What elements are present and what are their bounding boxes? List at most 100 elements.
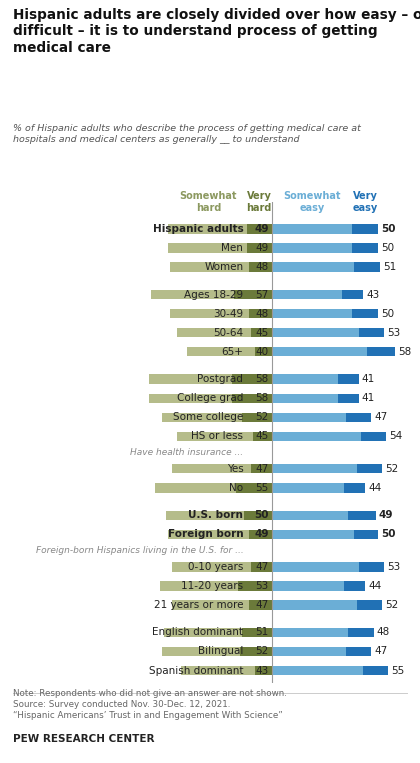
Bar <box>168 224 247 233</box>
Bar <box>253 432 272 441</box>
Text: No: No <box>229 483 243 493</box>
Text: Yes: Yes <box>226 464 243 474</box>
Text: 47: 47 <box>255 600 269 610</box>
Bar <box>272 483 344 492</box>
Bar <box>272 262 354 272</box>
Bar <box>348 628 373 637</box>
Bar <box>236 483 272 492</box>
Text: U.S. born: U.S. born <box>189 510 243 520</box>
Bar <box>242 628 272 637</box>
Text: 49: 49 <box>254 530 269 539</box>
Bar <box>172 600 249 610</box>
Bar <box>255 666 272 675</box>
Bar <box>272 581 344 591</box>
Bar <box>357 464 382 474</box>
Text: 58: 58 <box>398 346 411 356</box>
Bar <box>346 647 371 656</box>
Text: 48: 48 <box>255 308 269 319</box>
Text: 52: 52 <box>255 412 269 422</box>
Bar <box>361 432 386 441</box>
Bar <box>251 464 272 474</box>
Text: PEW RESEARCH CENTER: PEW RESEARCH CENTER <box>13 734 154 744</box>
Text: Hispanic adults are closely divided over how easy – or
difficult – it is to unde: Hispanic adults are closely divided over… <box>13 8 420 55</box>
Bar <box>272 290 342 299</box>
Bar <box>272 647 346 656</box>
Bar <box>272 600 357 610</box>
Text: Note: Respondents who did not give an answer are not shown.
Source: Survey condu: Note: Respondents who did not give an an… <box>13 689 286 720</box>
Bar <box>238 581 272 591</box>
Bar <box>354 262 380 272</box>
Text: 45: 45 <box>255 327 269 337</box>
Text: 44: 44 <box>368 483 381 493</box>
Text: Foreign born: Foreign born <box>168 530 243 539</box>
Text: Foreign-born Hispanics living in the U.S. for ...: Foreign-born Hispanics living in the U.S… <box>36 546 243 555</box>
Bar <box>177 432 253 441</box>
Bar <box>354 530 378 539</box>
Text: Postgrad: Postgrad <box>197 374 243 385</box>
Text: Some college: Some college <box>173 412 243 422</box>
Bar <box>272 224 352 233</box>
Bar <box>240 647 272 656</box>
Bar <box>162 647 240 656</box>
Bar <box>242 413 272 422</box>
Text: 47: 47 <box>375 646 388 656</box>
Bar <box>357 600 382 610</box>
Bar <box>272 666 363 675</box>
Text: 47: 47 <box>255 562 269 571</box>
Text: % of Hispanic adults who describe the process of getting medical care at
hospita: % of Hispanic adults who describe the pr… <box>13 124 360 143</box>
Text: Very
easy: Very easy <box>352 192 378 213</box>
Text: 52: 52 <box>385 600 399 610</box>
Bar <box>272 562 359 571</box>
Bar <box>367 347 395 356</box>
Bar <box>166 510 244 520</box>
Bar <box>249 600 272 610</box>
Bar <box>272 413 346 422</box>
Text: 53: 53 <box>255 581 269 591</box>
Bar <box>247 224 272 233</box>
Bar <box>272 510 348 520</box>
Bar <box>272 347 367 356</box>
Text: 55: 55 <box>255 483 269 493</box>
Bar <box>338 375 359 384</box>
Text: 0-10 years: 0-10 years <box>188 562 243 571</box>
Text: 50: 50 <box>254 510 269 520</box>
Text: 51: 51 <box>383 262 396 272</box>
Bar <box>251 328 272 337</box>
Text: 49: 49 <box>379 510 394 520</box>
Bar <box>149 375 232 384</box>
Bar <box>272 432 361 441</box>
Text: 50-64: 50-64 <box>213 327 243 337</box>
Bar <box>151 290 234 299</box>
Text: 53: 53 <box>387 562 401 571</box>
Text: 52: 52 <box>385 464 399 474</box>
Bar <box>162 413 242 422</box>
Text: 50: 50 <box>381 530 396 539</box>
Text: 40: 40 <box>256 346 269 356</box>
Bar <box>170 309 249 318</box>
Text: 48: 48 <box>255 262 269 272</box>
Bar <box>272 394 338 403</box>
Text: 43: 43 <box>255 665 269 675</box>
Text: 47: 47 <box>375 412 388 422</box>
Bar <box>352 309 378 318</box>
Text: Somewhat
easy: Somewhat easy <box>284 192 341 213</box>
Bar <box>272 375 338 384</box>
Bar <box>348 510 375 520</box>
Text: 50: 50 <box>381 243 394 253</box>
Text: 11-20 years: 11-20 years <box>181 581 243 591</box>
Text: 50: 50 <box>381 224 396 233</box>
Text: 58: 58 <box>255 374 269 385</box>
Text: Bilingual: Bilingual <box>198 646 243 656</box>
Bar <box>359 562 384 571</box>
Bar <box>181 666 255 675</box>
Bar <box>177 328 251 337</box>
Text: Somewhat
hard: Somewhat hard <box>180 192 237 213</box>
Bar <box>168 530 249 539</box>
Bar <box>172 562 251 571</box>
Text: Spanish dominant: Spanish dominant <box>149 665 243 675</box>
Text: Men: Men <box>221 243 243 253</box>
Text: 43: 43 <box>366 289 379 300</box>
Bar <box>352 243 378 253</box>
Text: 57: 57 <box>255 289 269 300</box>
Bar <box>164 628 242 637</box>
